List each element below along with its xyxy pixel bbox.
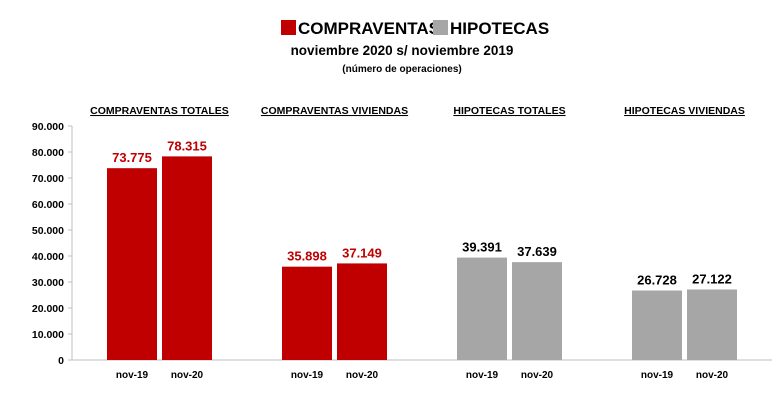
bar-value-label: 78.315	[167, 138, 207, 153]
y-tick-label: 70.000	[32, 173, 64, 185]
bar-value-label: 27.122	[692, 271, 732, 286]
bar-value-label: 37.149	[342, 245, 382, 260]
bar	[282, 266, 332, 360]
category-label: nov-20	[696, 370, 729, 381]
chart-bars	[107, 156, 737, 360]
y-tick-label: 40.000	[32, 251, 64, 263]
bar	[457, 257, 507, 360]
bar	[107, 168, 157, 360]
y-tick-label: 60.000	[32, 199, 64, 211]
bar-value-label: 26.728	[637, 273, 677, 288]
category-label: nov-19	[466, 370, 499, 381]
legend-label-compraventas: COMPRAVENTAS	[298, 19, 440, 38]
group-label: HIPOTECAS TOTALES	[453, 105, 565, 117]
bar-value-label: 35.898	[287, 249, 327, 264]
bar-value-label: 73.775	[112, 150, 152, 165]
bar-value-label: 37.639	[517, 244, 557, 259]
bar	[632, 290, 682, 360]
y-tick-label: 80.000	[32, 147, 64, 159]
category-label: nov-20	[521, 370, 554, 381]
bar	[337, 263, 387, 360]
y-tick-label: 90.000	[32, 121, 64, 133]
y-tick-label: 10.000	[32, 329, 64, 341]
y-tick-label: 30.000	[32, 277, 64, 289]
category-label: nov-19	[116, 370, 149, 381]
category-label: nov-20	[171, 370, 204, 381]
data-labels: 73.775 78.315 35.898 37.149 39.391 37.639 26.7…	[112, 138, 732, 287]
group-label: COMPRAVENTAS TOTALES	[90, 105, 229, 117]
bar	[162, 156, 212, 360]
chart-note: (número de operaciones)	[342, 64, 461, 75]
category-label: nov-19	[641, 370, 674, 381]
category-labels: nov-19 nov-20 nov-19 nov-20 nov-19 nov-20 nov-…	[116, 370, 729, 381]
y-tick-label: 0	[58, 355, 64, 367]
group-labels: COMPRAVENTAS TOTALES COMPRAVENTAS VIVIEND…	[90, 105, 745, 117]
group-label: COMPRAVENTAS VIVIENDAS	[261, 105, 408, 117]
group-label: HIPOTECAS VIVIENDAS	[624, 105, 745, 117]
legend-swatch-compraventas	[281, 20, 296, 35]
legend-swatch-hipotecas	[433, 20, 448, 35]
bar	[687, 289, 737, 360]
bar	[512, 262, 562, 360]
category-label: nov-19	[291, 370, 324, 381]
legend: COMPRAVENTAS HIPOTECAS	[281, 19, 549, 38]
y-tick-label: 20.000	[32, 303, 64, 315]
chart-axes: 0 10.000 20.000 30.000 40.000 50.000 60.000 70.…	[32, 121, 772, 367]
chart-subtitle: noviembre 2020 s/ noviembre 2019	[291, 43, 514, 58]
y-tick-label: 50.000	[32, 225, 64, 237]
category-label: nov-20	[346, 370, 379, 381]
legend-label-hipotecas: HIPOTECAS	[450, 19, 549, 38]
bar-value-label: 39.391	[462, 240, 502, 255]
